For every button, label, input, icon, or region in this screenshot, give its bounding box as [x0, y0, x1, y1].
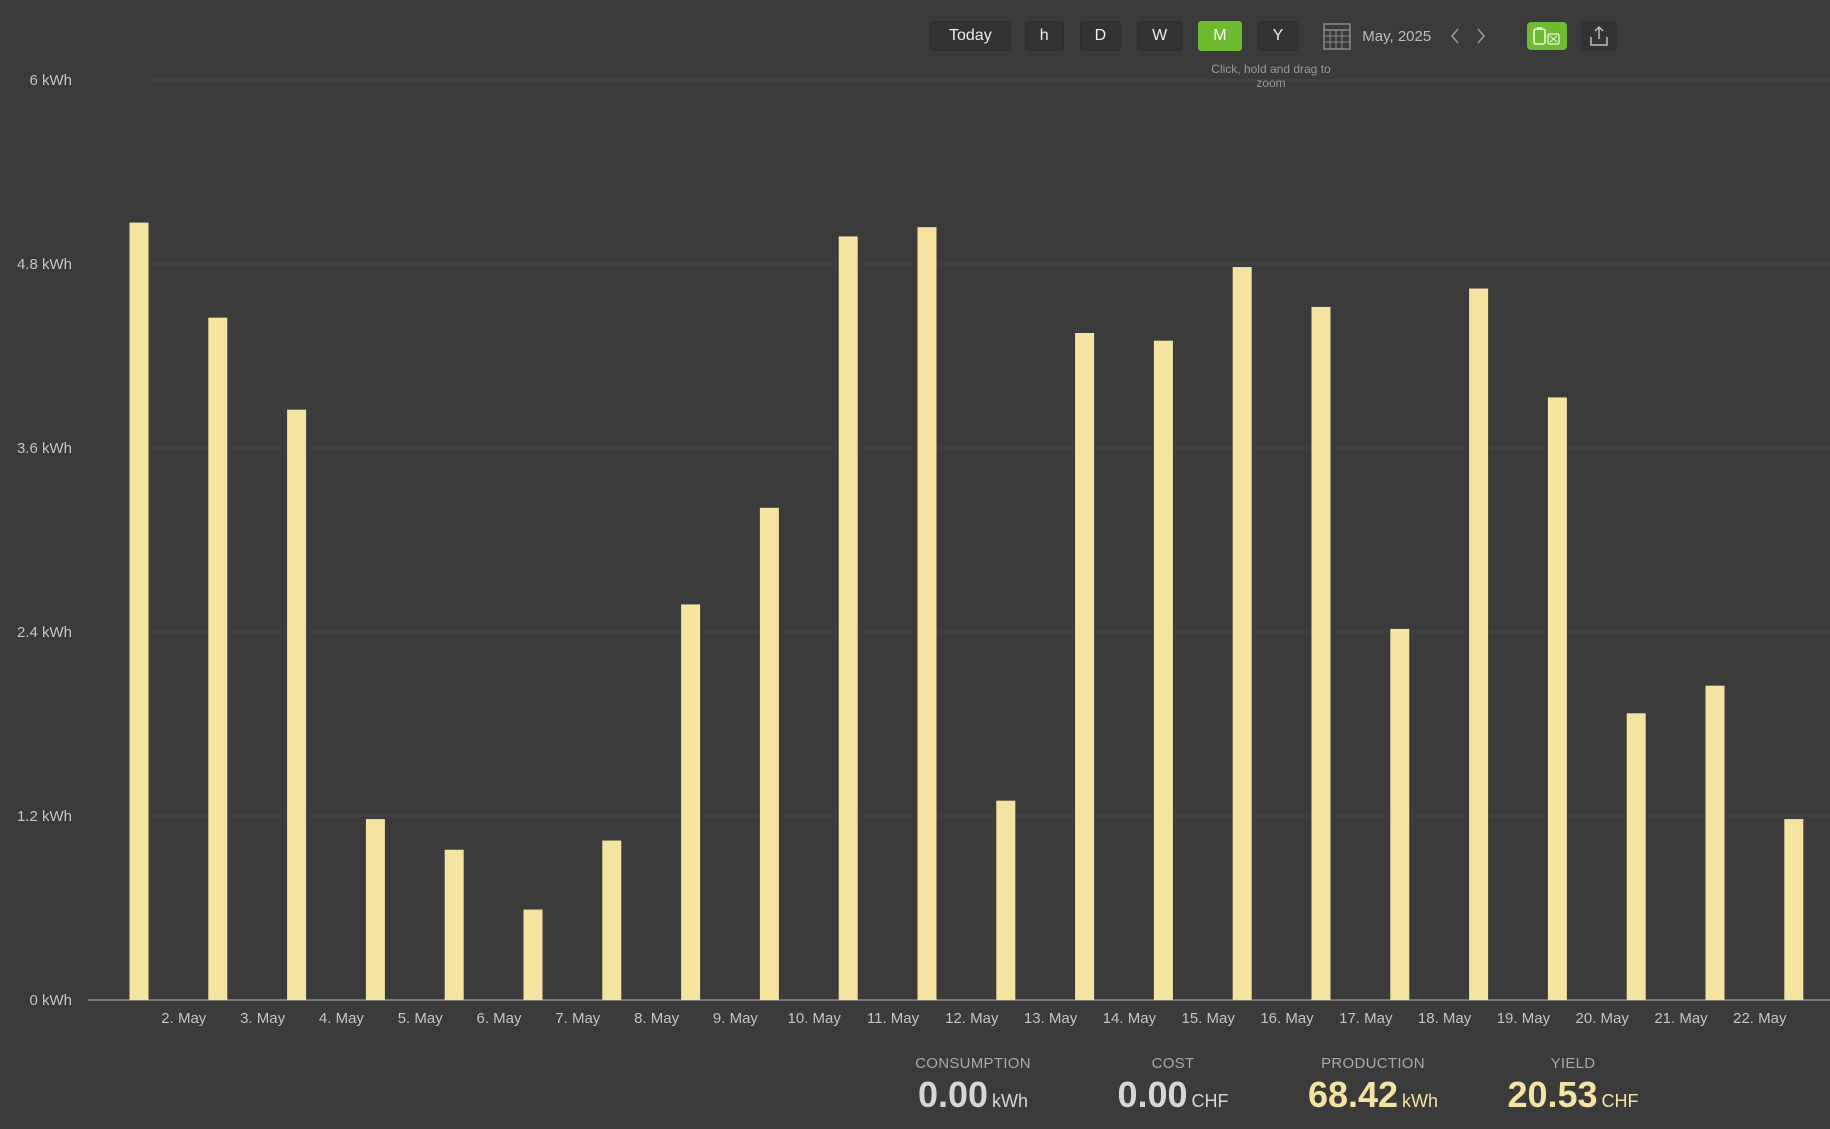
x-tick-label: 2. May: [161, 1010, 207, 1027]
x-tick-label: 6. May: [476, 1010, 522, 1027]
chevron-left-icon: [1451, 28, 1459, 44]
x-tick-label: 20. May: [1576, 1010, 1630, 1027]
today-button[interactable]: Today: [930, 21, 1011, 51]
yield-stat: YIELD 20.53 CHF: [1500, 1055, 1646, 1116]
chevron-right-icon: [1477, 28, 1486, 44]
x-tick-label: 16. May: [1260, 1010, 1314, 1027]
period-label: May, 2025: [1362, 27, 1432, 45]
production-stat: PRODUCTION 68.42 kWh: [1300, 1055, 1446, 1116]
yield-label: YIELD: [1550, 1055, 1596, 1072]
x-tick-label: 7. May: [555, 1010, 601, 1027]
bar-16-may[interactable]: [1311, 306, 1331, 1000]
yield-unit: CHF: [1601, 1091, 1639, 1111]
battery-toggle-icon: [1533, 27, 1560, 45]
bar-4-may[interactable]: [365, 819, 385, 1000]
x-tick-label: 15. May: [1182, 1010, 1236, 1027]
bar-11-may[interactable]: [917, 227, 937, 1000]
bar-13-may[interactable]: [1075, 333, 1095, 1000]
bar-14-may[interactable]: [1153, 340, 1173, 1001]
zoom-hint: Click, hold and drag to zoom: [1211, 62, 1331, 90]
x-tick-label: 9. May: [713, 1010, 759, 1027]
summary-bar: CONSUMPTION 0.00 kWh COST 0.00 CHF PRODUCT…: [0, 1055, 1830, 1125]
y-tick-label: 0 kWh: [29, 992, 72, 1009]
consumption-value: 0.00: [917, 1074, 989, 1115]
x-tick-label: 8. May: [634, 1010, 680, 1027]
production-label: PRODUCTION: [1321, 1055, 1425, 1072]
calendar-icon[interactable]: [1322, 21, 1352, 51]
chart-toolbar: Today h D W M Y May, 2025: [930, 18, 1618, 54]
period-hour-button[interactable]: h: [1024, 21, 1064, 51]
x-tick-label: 21. May: [1654, 1010, 1708, 1027]
bar-12-may[interactable]: [996, 800, 1016, 1000]
bar-9-may[interactable]: [759, 507, 779, 1000]
y-tick-label: 6 kWh: [29, 72, 72, 89]
period-day-button[interactable]: D: [1079, 21, 1122, 51]
bar-15-may[interactable]: [1232, 267, 1252, 1001]
y-tick-label: 3.6 kWh: [17, 440, 72, 457]
period-year-button[interactable]: Y: [1257, 21, 1299, 51]
view-toggle-button[interactable]: [1527, 22, 1568, 50]
x-tick-label: 5. May: [398, 1010, 444, 1027]
bar-19-may[interactable]: [1547, 397, 1567, 1000]
period-week-button[interactable]: W: [1137, 21, 1183, 51]
bar-17-may[interactable]: [1390, 628, 1410, 1000]
bar-3-may[interactable]: [287, 409, 307, 1001]
x-tick-label: 17. May: [1339, 1010, 1393, 1027]
cost-stat: COST 0.00 CHF: [1110, 1055, 1236, 1116]
production-unit: kWh: [1402, 1091, 1439, 1111]
x-tick-label: 18. May: [1418, 1010, 1472, 1027]
period-month-button[interactable]: M: [1198, 21, 1242, 51]
production-bar-chart[interactable]: 0 kWh 1.2 kWh 2.4 kWh 3.6 kWh 4.8 kWh 6 kWh 2.…: [0, 0, 1830, 1050]
production-value: 68.42: [1307, 1074, 1399, 1115]
x-tick-label: 10. May: [788, 1010, 842, 1027]
y-tick-label: 1.2 kWh: [17, 808, 72, 825]
cost-label: COST: [1151, 1055, 1195, 1072]
share-export-icon: [1590, 25, 1608, 46]
bar-7-may[interactable]: [602, 840, 622, 1000]
export-button[interactable]: [1581, 21, 1618, 51]
bar-8-may[interactable]: [681, 604, 701, 1000]
cost-unit: CHF: [1191, 1091, 1229, 1111]
bar-21-may[interactable]: [1705, 685, 1725, 1000]
x-tick-label: 19. May: [1497, 1010, 1551, 1027]
consumption-unit: kWh: [992, 1091, 1029, 1111]
y-tick-label: 2.4 kWh: [17, 624, 72, 641]
x-tick-label: 13. May: [1024, 1010, 1078, 1027]
x-tick-label: 14. May: [1103, 1010, 1157, 1027]
consumption-stat: CONSUMPTION 0.00 kWh: [915, 1055, 1031, 1116]
cost-value: 0.00: [1117, 1074, 1188, 1115]
bar-2-may[interactable]: [208, 317, 228, 1001]
x-tick-label: 3. May: [240, 1010, 286, 1027]
x-tick-label: 22. May: [1733, 1010, 1787, 1027]
next-period-button[interactable]: [1471, 21, 1491, 51]
x-tick-label: 11. May: [867, 1010, 920, 1027]
bar-22-may[interactable]: [1784, 819, 1804, 1000]
bar-6-may[interactable]: [523, 909, 543, 1000]
previous-period-button[interactable]: [1445, 21, 1465, 51]
yield-value: 20.53: [1507, 1074, 1598, 1115]
bar-1-may[interactable]: [129, 222, 149, 1001]
bar-10-may[interactable]: [838, 236, 858, 1000]
bar-18-may[interactable]: [1469, 288, 1489, 1000]
bar-5-may[interactable]: [444, 849, 464, 1000]
y-tick-label: 4.8 kWh: [17, 256, 72, 273]
x-tick-label: 12. May: [945, 1010, 999, 1027]
consumption-label: CONSUMPTION: [915, 1055, 1031, 1072]
x-tick-label: 4. May: [319, 1010, 365, 1027]
bar-20-may[interactable]: [1626, 713, 1646, 1000]
